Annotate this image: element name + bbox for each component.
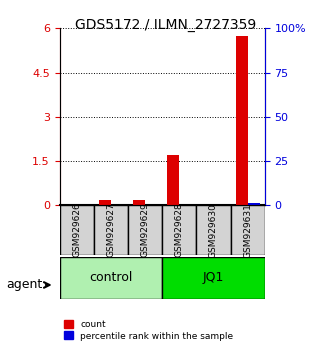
FancyBboxPatch shape (231, 205, 265, 255)
FancyBboxPatch shape (128, 205, 162, 255)
FancyBboxPatch shape (60, 205, 94, 255)
Text: GSM929631: GSM929631 (243, 202, 252, 258)
Text: GSM929629: GSM929629 (141, 203, 150, 257)
FancyBboxPatch shape (94, 205, 128, 255)
FancyBboxPatch shape (196, 205, 231, 255)
Bar (167, 155, 179, 205)
Text: GDS5172 / ILMN_2727359: GDS5172 / ILMN_2727359 (75, 18, 256, 32)
Bar (248, 203, 260, 205)
Text: GSM929627: GSM929627 (106, 203, 116, 257)
Bar (99, 200, 111, 205)
Text: GSM929628: GSM929628 (175, 203, 184, 257)
Bar (133, 200, 145, 205)
Text: JQ1: JQ1 (203, 272, 224, 284)
FancyBboxPatch shape (162, 205, 196, 255)
FancyBboxPatch shape (60, 257, 162, 299)
Text: control: control (89, 272, 133, 284)
Bar (236, 36, 248, 205)
Legend: count, percentile rank within the sample: count, percentile rank within the sample (64, 320, 233, 341)
FancyBboxPatch shape (162, 257, 265, 299)
Text: agent: agent (7, 279, 43, 291)
Text: GSM929626: GSM929626 (72, 203, 81, 257)
Text: GSM929630: GSM929630 (209, 202, 218, 258)
